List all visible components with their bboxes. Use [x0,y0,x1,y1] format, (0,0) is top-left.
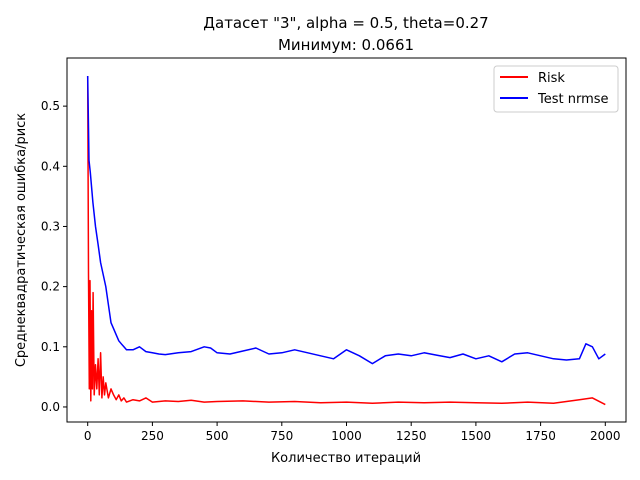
y-axis-label: Среднеквадратическая ошибка/риск [14,113,29,367]
chart-title-line2: Минимум: 0.0661 [278,36,414,54]
x-tick-label: 1500 [461,429,492,443]
y-tick-label: 0.4 [41,159,60,173]
legend-test-nrmse-label: Test nrmse [537,92,609,107]
x-tick-label: 0 [84,429,92,443]
y-tick-label: 0.0 [41,400,60,414]
x-tick-label: 1750 [525,429,556,443]
y-tick-label: 0.2 [41,280,60,294]
series-layer [86,75,606,406]
y-tick-label: 0.3 [41,219,60,233]
y-tick-label: 0.5 [41,99,60,113]
x-tick-label: 2000 [590,429,621,443]
series-line-risk [86,75,606,406]
y-tick-label: 0.1 [41,340,60,354]
x-tick-label: 750 [270,429,293,443]
legend: Risk Test nrmse [493,65,619,113]
x-tick-label: 1250 [396,429,427,443]
x-axis-label: Количество итераций [271,451,421,466]
x-tick-label: 1000 [331,429,362,443]
series-line-test-nrmse [86,75,606,365]
x-axis: 0 250 500 750 1000 1250 1500 1750 2000 [84,422,621,443]
legend-risk-label: Risk [538,71,565,86]
y-axis: 0.0 0.1 0.2 0.3 0.4 0.5 [41,99,67,414]
x-tick-label: 500 [206,429,229,443]
chart-title-line1: Датасет "3", alpha = 0.5, theta=0.27 [203,14,488,32]
x-tick-label: 250 [141,429,164,443]
